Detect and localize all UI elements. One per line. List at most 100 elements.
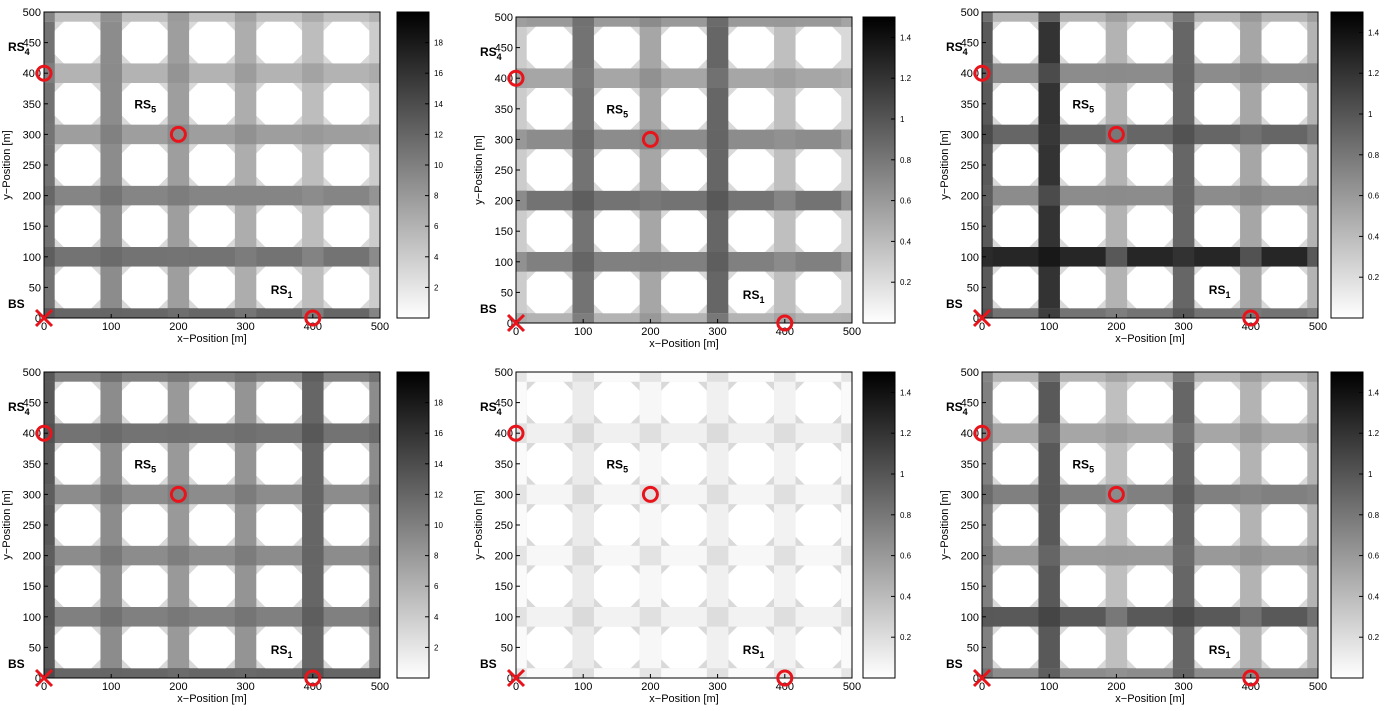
colorbar-tick-label: 0.4 xyxy=(900,592,912,601)
street-intersection xyxy=(100,247,122,267)
street-intersection xyxy=(572,545,594,566)
relay-station-label: RS5 xyxy=(1072,457,1094,474)
street-intersection xyxy=(369,63,380,83)
street-intersection xyxy=(706,190,729,211)
building-block xyxy=(661,381,707,424)
chart-panel-bottom-left: 0 100 200 300 400 500050100150200250300350400… xyxy=(1,367,443,705)
street-intersection xyxy=(1105,545,1128,566)
colorbar-tick-label: 0.6 xyxy=(900,197,912,206)
street-intersection xyxy=(100,668,122,678)
colorbar-tick-label: 1 xyxy=(1368,470,1373,479)
street-intersection xyxy=(100,185,122,206)
street-vertical xyxy=(706,372,729,678)
building-block xyxy=(795,504,842,546)
relay-station-label: RS1 xyxy=(1209,283,1231,300)
x-axis-label: x−Position [m] xyxy=(649,338,718,350)
street-horizontal xyxy=(982,607,1318,627)
base-station-label: BS xyxy=(480,302,497,316)
y-tick-label: 250 xyxy=(961,520,979,532)
street-intersection xyxy=(841,545,852,566)
street-vertical xyxy=(774,372,796,678)
building-block xyxy=(992,381,1039,424)
building-block xyxy=(593,271,640,314)
y-tick-label: 0 xyxy=(973,673,979,685)
street-intersection xyxy=(234,124,257,145)
building-block xyxy=(256,381,303,424)
street-intersection xyxy=(774,423,796,443)
street-intersection xyxy=(1105,668,1128,678)
street-vertical xyxy=(572,17,594,323)
x-tick-label: 300 xyxy=(1174,321,1192,333)
street-intersection xyxy=(44,185,55,206)
base-station-marker xyxy=(506,313,526,333)
street-vertical xyxy=(1172,12,1195,318)
building-block xyxy=(661,565,707,608)
relay-station-marker xyxy=(304,669,322,687)
x-tick-label: 200 xyxy=(169,681,187,693)
street-intersection xyxy=(302,607,324,627)
y-tick-label: 200 xyxy=(495,551,513,563)
street-intersection xyxy=(572,484,594,505)
building-block xyxy=(1127,266,1173,309)
street-intersection xyxy=(572,313,594,323)
y-tick-label: 150 xyxy=(495,581,513,593)
colorbar-tick-label: 0.8 xyxy=(900,511,912,520)
street-intersection xyxy=(369,372,380,382)
street-intersection xyxy=(1172,63,1195,83)
street-intersection xyxy=(1172,607,1195,627)
street-vertical xyxy=(841,17,852,323)
y-tick-label: 100 xyxy=(961,252,979,264)
building-block xyxy=(323,381,370,424)
street-intersection xyxy=(982,185,993,206)
street-intersection xyxy=(44,12,55,22)
street-intersection xyxy=(234,484,257,505)
y-tick-label: 0 xyxy=(507,673,513,685)
x-axis-label: x−Position [m] xyxy=(1115,693,1184,705)
street-intersection xyxy=(234,545,257,566)
street-intersection xyxy=(516,372,527,382)
base-station-label: BS xyxy=(946,657,963,671)
colorbar-tick-label: 0.8 xyxy=(1368,151,1380,160)
building-block xyxy=(1194,565,1241,608)
building-block xyxy=(1261,266,1308,309)
building-block xyxy=(1261,144,1308,186)
street-intersection xyxy=(369,247,380,267)
y-tick-label: 50 xyxy=(501,642,513,654)
chart-panel-bottom-right: 0 100 200 300 400 500050100150200250300350400… xyxy=(939,367,1380,705)
building-block xyxy=(54,82,101,125)
building-block xyxy=(1261,626,1308,669)
street-horizontal xyxy=(982,308,1318,318)
y-tick-label: 50 xyxy=(967,642,979,654)
colorbar-tick-label: 16 xyxy=(434,429,443,438)
street-intersection xyxy=(982,423,993,443)
street-intersection xyxy=(841,313,852,323)
street-intersection xyxy=(774,68,796,88)
plot-area xyxy=(516,372,852,678)
y-tick-label: 200 xyxy=(495,196,513,208)
y-tick-label: 500 xyxy=(495,12,513,24)
street-intersection xyxy=(369,185,380,206)
street-intersection xyxy=(234,308,257,318)
street-intersection xyxy=(234,185,257,206)
building-block xyxy=(1194,504,1241,546)
colorbar-tick-label: 1 xyxy=(1368,110,1373,119)
plot-area xyxy=(516,17,852,323)
y-axis-label: y−Position [m] xyxy=(473,135,485,204)
street-intersection xyxy=(369,423,380,443)
street-intersection xyxy=(1240,607,1262,627)
building-block xyxy=(1127,442,1173,485)
street-intersection xyxy=(639,607,662,627)
building-block xyxy=(189,442,235,485)
building-block xyxy=(1194,626,1241,669)
relay-station-subscript: 5 xyxy=(1089,464,1094,474)
street-intersection xyxy=(1105,423,1128,443)
street-intersection xyxy=(100,124,122,145)
street-intersection xyxy=(841,129,852,150)
street-intersection xyxy=(44,63,55,83)
street-intersection xyxy=(1307,247,1318,267)
street-intersection xyxy=(302,668,324,678)
street-intersection xyxy=(982,372,993,382)
street-vertical xyxy=(841,372,852,678)
street-intersection xyxy=(516,129,527,150)
y-axis-label: y−Position [m] xyxy=(473,490,485,559)
